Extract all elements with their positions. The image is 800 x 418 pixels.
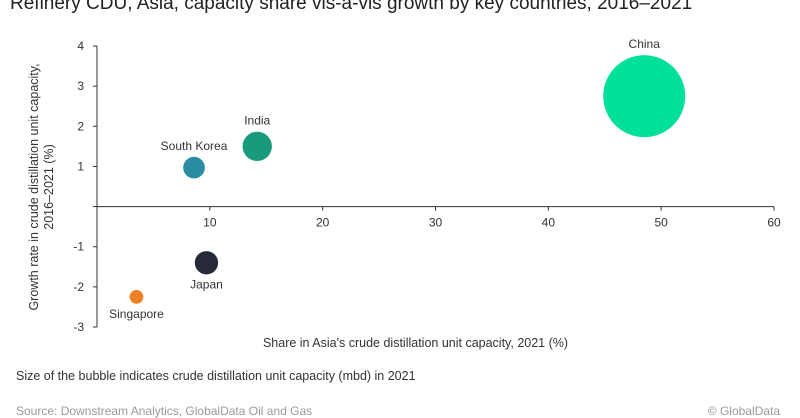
chart-title: Refinery CDU, Asia, capacity share vis-a… [10,0,693,14]
bubble-label-south-korea: South Korea [161,139,228,153]
x-tick-label: 30 [429,216,443,230]
y-tick-label: 3 [77,79,84,93]
x-tick-label: 40 [542,216,556,230]
x-tick-label: 50 [654,216,668,230]
bubble-size-note: Size of the bubble indicates crude disti… [16,369,416,383]
x-axis-label: Share in Asia's crude distillation unit … [263,336,568,350]
bubble-chart: -3 -2 -1 1 2 3 4 10 20 30 40 50 60 Share in Asia's cr… [27,37,781,350]
bubble-label-china: China [629,37,661,51]
bubble-japan [194,251,219,275]
copyright-note: © GlobalData [707,404,780,418]
y-tick-label: -3 [73,320,84,334]
y-tick-label: 4 [77,39,84,53]
source-note: Source: Downstream Analytics, GlobalData… [16,404,313,418]
y-tick-label: 2 [77,119,84,133]
bubble-singapore [129,290,144,304]
y-tick-label: -2 [73,280,84,294]
x-tick-label: 10 [203,216,217,230]
y-axis-label-line: Growth rate in crude distillation unit c… [27,63,41,310]
bubble-india [242,131,272,162]
y-tick-label: -1 [73,240,84,254]
bubble-china [603,55,686,138]
y-axis-label: Growth rate in crude distillation unit c… [27,63,56,310]
x-tick-label: 60 [767,216,781,230]
x-tick-label: 20 [316,216,330,230]
bubble-label-india: India [244,114,270,128]
bubble-label-japan: Japan [190,277,223,291]
y-tick-label: 1 [77,159,84,173]
y-axis-label-line: 2016–2021 (%) [42,144,56,229]
bubble-label-singapore: Singapore [109,307,164,321]
bubble-south-korea [183,156,205,179]
